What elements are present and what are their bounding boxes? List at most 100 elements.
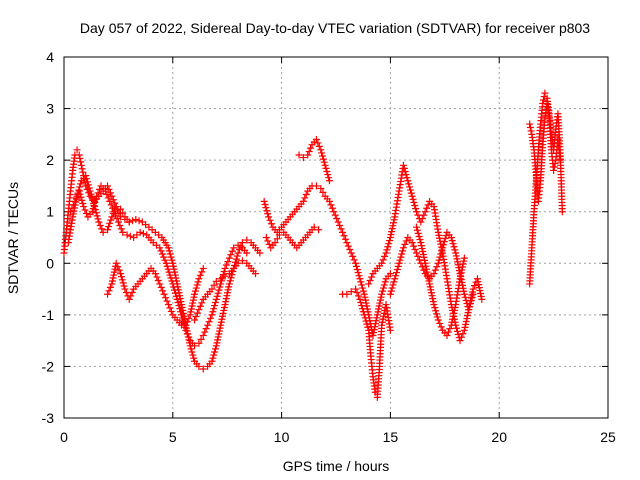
data-point-interp [320, 158, 328, 166]
data-point [452, 249, 460, 257]
data-point-interp [446, 325, 454, 333]
data-point-interp [185, 333, 193, 341]
data-point-interp [437, 323, 445, 331]
data-point-interp [477, 292, 485, 300]
data-point-interp [82, 209, 90, 217]
data-point-interp [135, 217, 143, 225]
data-point [312, 182, 320, 190]
data-point-interp [159, 287, 167, 295]
data-point [356, 275, 364, 283]
data-point-interp [419, 250, 427, 258]
data-point-interp [104, 194, 112, 202]
data-point [256, 249, 264, 257]
data-point-interp [193, 309, 201, 317]
data-point-interp [191, 287, 199, 295]
data-point-interp [84, 178, 92, 186]
data-point [225, 254, 233, 262]
data-point-interp [305, 148, 313, 156]
data-point-interp [111, 206, 119, 214]
data-point [369, 331, 377, 339]
data-point-interp [468, 293, 476, 301]
data-point [112, 259, 120, 267]
data-point [195, 275, 203, 283]
data-point-interp [414, 229, 422, 237]
data-point-interp [431, 304, 439, 312]
data-point [404, 177, 412, 185]
data-point-interp [354, 269, 362, 277]
data-point [260, 197, 268, 205]
data-point-interp [362, 317, 370, 325]
data-point-interp [385, 240, 393, 248]
data-point [556, 156, 564, 164]
data-point-interp [414, 252, 422, 260]
data-point-interp [167, 274, 175, 282]
data-point-interp [127, 292, 135, 300]
data-point [182, 321, 190, 329]
data-point-interp [401, 240, 409, 248]
data-point [112, 203, 120, 211]
data-point-interp [475, 284, 483, 292]
data-point-interp [185, 314, 193, 322]
data-point-interp [453, 324, 461, 332]
data-point-interp [358, 281, 366, 289]
data-point-interp [359, 305, 367, 313]
data-point-interp [301, 194, 309, 202]
data-point-interp [438, 247, 446, 255]
data-point [339, 228, 347, 236]
data-point-interp [463, 312, 471, 320]
data-point [208, 285, 216, 293]
data-point-interp [363, 320, 371, 328]
data-point-interp [428, 292, 436, 300]
data-point-interp [139, 230, 147, 238]
data-point-interp [394, 262, 402, 270]
data-point-interp [109, 209, 117, 217]
data-point [465, 306, 473, 314]
data-point-interp [380, 312, 388, 320]
data-point-interp [427, 286, 435, 294]
data-point-interp [160, 253, 168, 261]
data-point [271, 239, 279, 247]
data-point-interp [396, 256, 404, 264]
data-point-interp [449, 312, 457, 320]
data-point-interp [165, 268, 173, 276]
data-point [90, 203, 98, 211]
data-point-interp [109, 274, 117, 282]
data-point-interp [92, 195, 100, 203]
data-point [312, 136, 320, 144]
data-point-interp [393, 265, 401, 273]
data-point-interp [217, 318, 225, 326]
data-point [356, 295, 364, 303]
data-point-interp [410, 242, 418, 250]
data-point-interp [460, 287, 468, 295]
data-point-interp [462, 317, 470, 325]
data-point-interp [461, 293, 469, 301]
data-point-interp [88, 193, 96, 201]
data-point-interp [371, 323, 379, 331]
data-point-interp [435, 231, 443, 239]
data-point [80, 203, 88, 211]
data-point-interp [83, 175, 91, 183]
data-point-interp [373, 314, 381, 322]
data-point-interp [84, 181, 92, 189]
data-point-interp [319, 155, 327, 163]
data-point [123, 231, 131, 239]
data-point-interp [436, 319, 444, 327]
data-point-interp [213, 292, 221, 300]
data-point-interp [402, 171, 410, 179]
data-point-interp [167, 307, 175, 315]
data-point [234, 259, 242, 267]
axis-ticks: 0 5 10 15 20 25 -3 -2 -1 0 1 2 3 4 [42, 49, 616, 445]
data-point [95, 218, 103, 226]
data-point-interp [361, 293, 369, 301]
data-point-interp [96, 221, 104, 229]
y-tick-label: 3 [46, 101, 54, 117]
data-point-interp [76, 154, 84, 162]
data-point-interp [153, 273, 161, 281]
data-point-interp [471, 282, 479, 290]
data-point [317, 146, 325, 154]
data-point [195, 362, 203, 370]
data-point-interp [417, 242, 425, 250]
y-tick-label: -1 [42, 307, 55, 323]
data-point-interp [119, 209, 127, 217]
data-point-interp [190, 293, 198, 301]
